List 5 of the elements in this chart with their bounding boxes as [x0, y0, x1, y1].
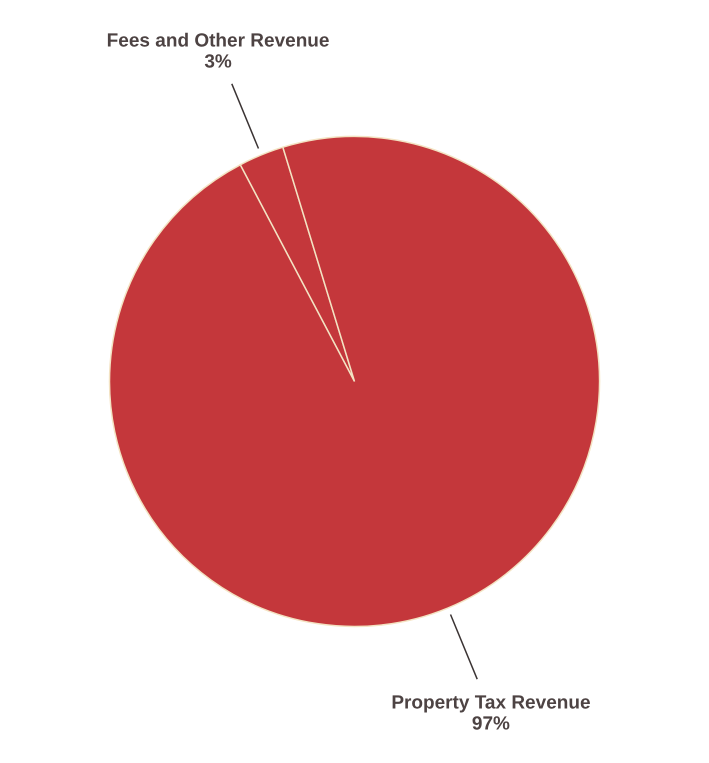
slice-label: Property Tax Revenue: [391, 692, 591, 714]
pie-slice: [109, 136, 600, 627]
data-label: 97%: [472, 713, 510, 734]
data-label: 3%: [204, 52, 232, 73]
slice-label: Fees and Other Revenue: [106, 30, 330, 52]
